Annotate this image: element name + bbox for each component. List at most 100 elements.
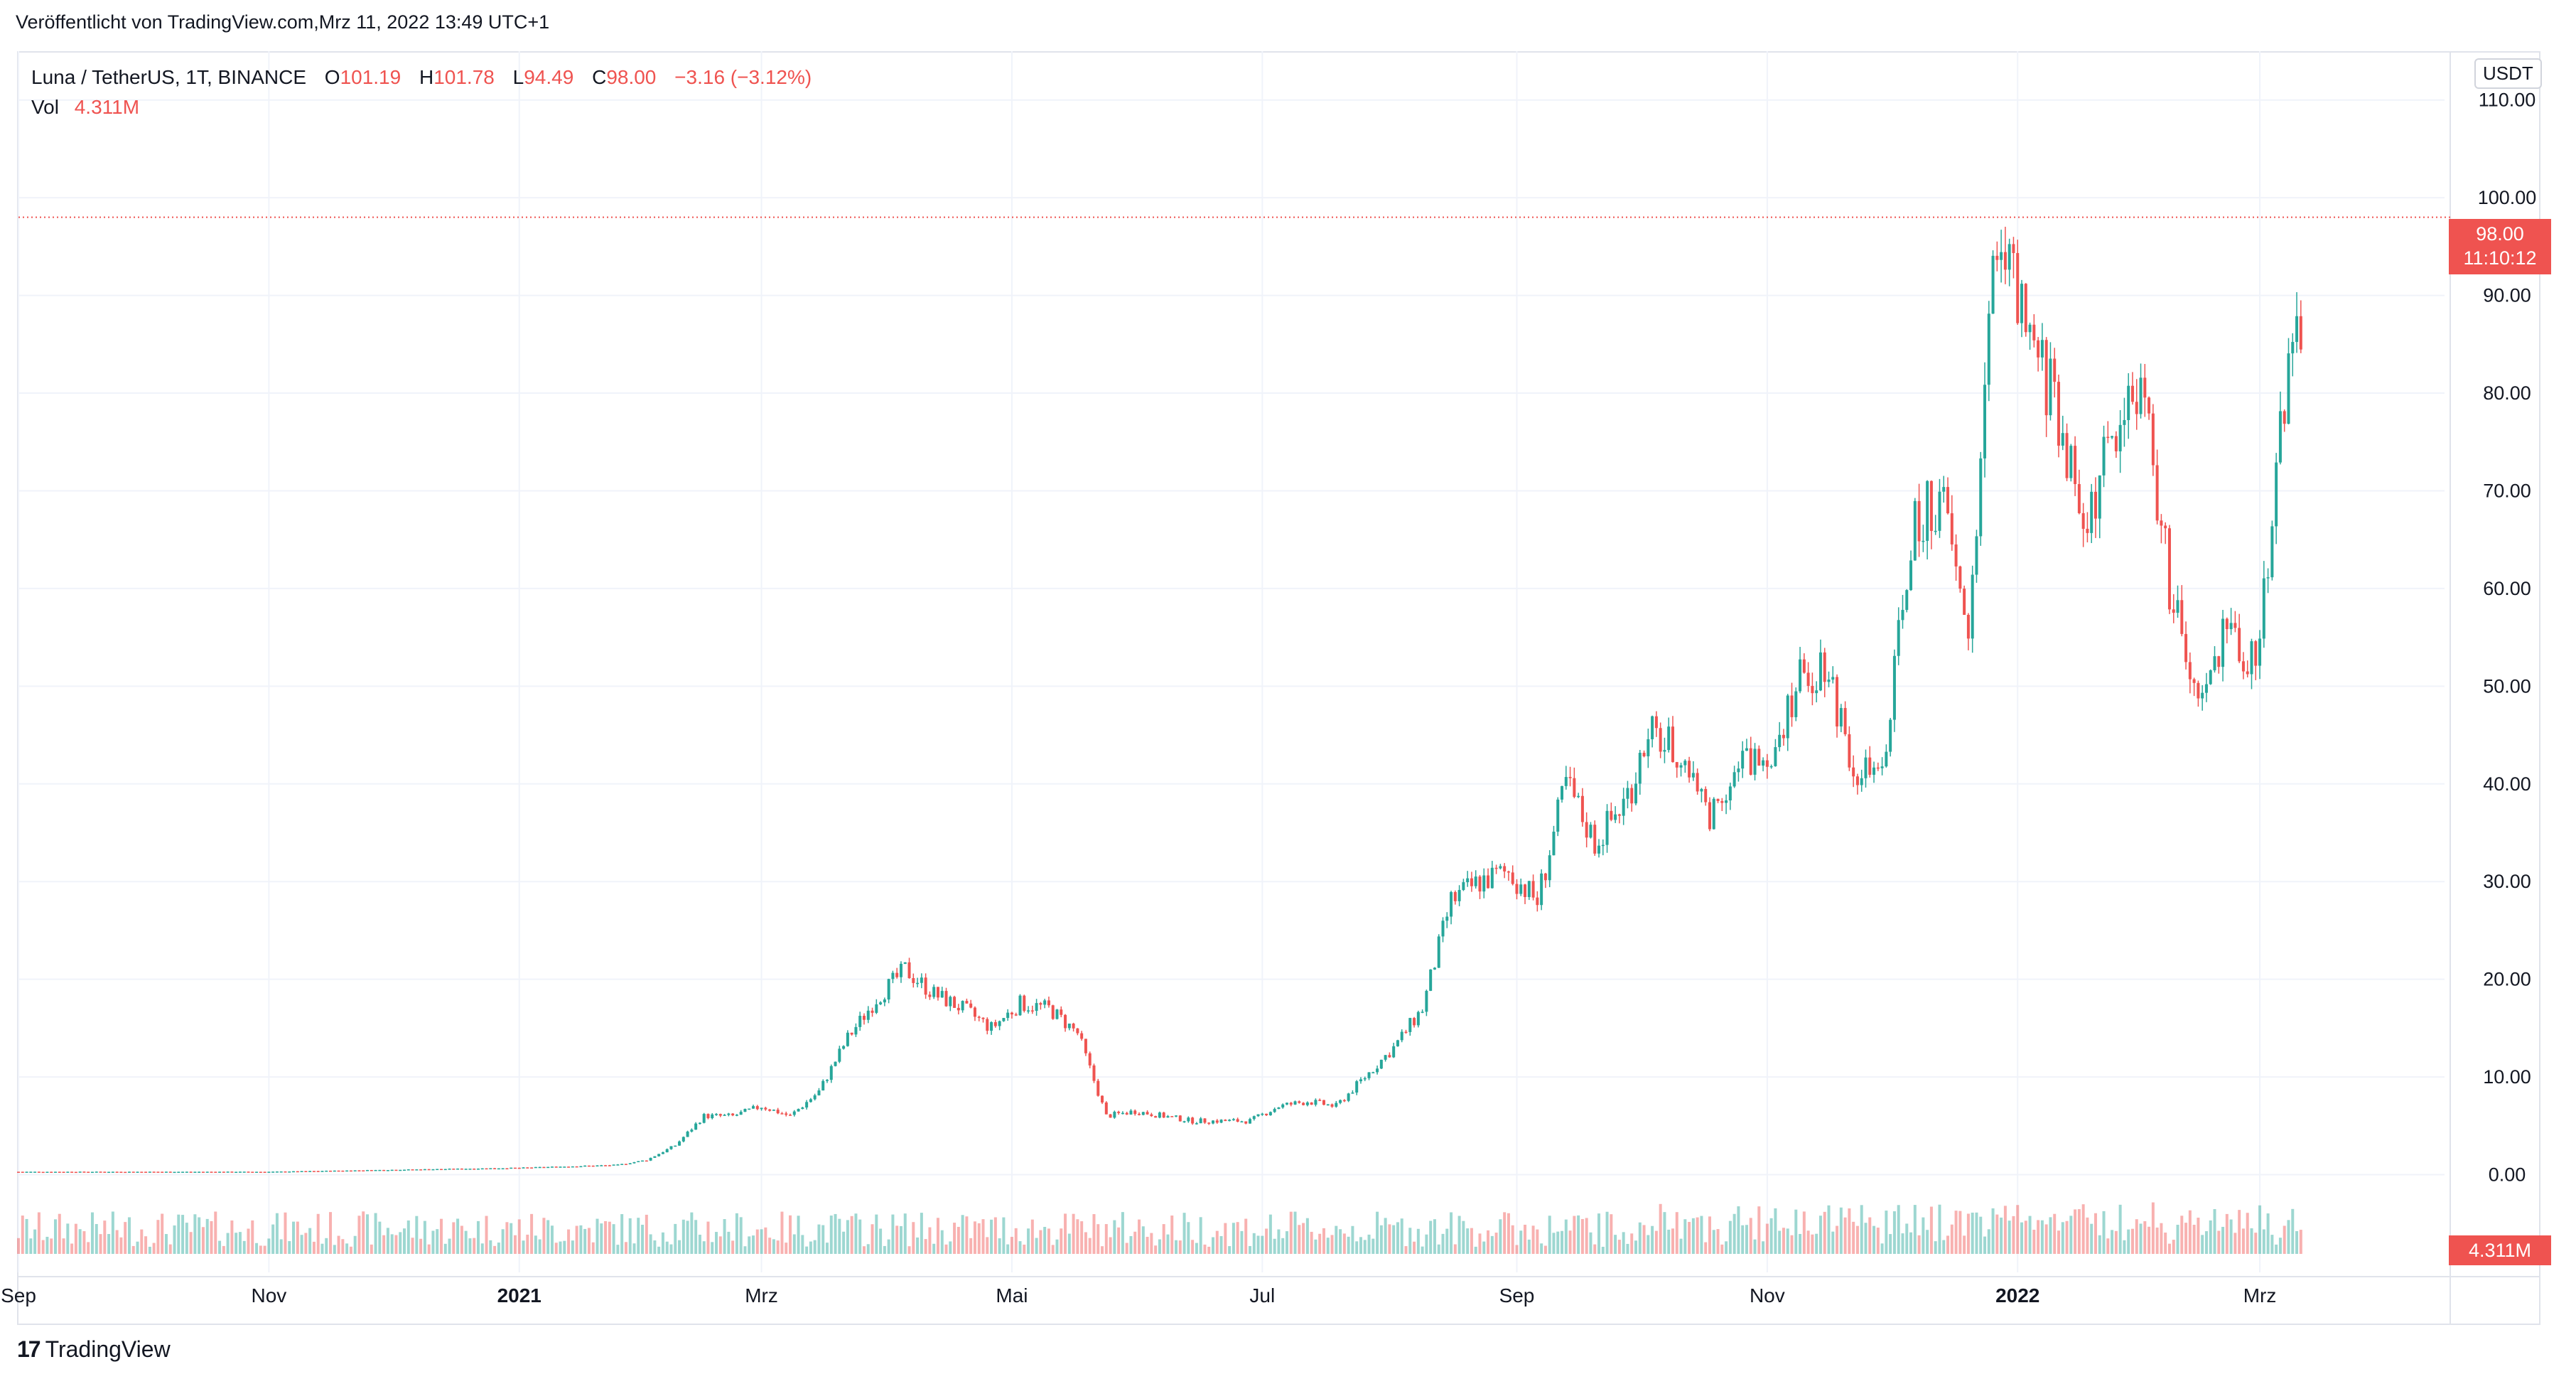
candle-body xyxy=(1774,747,1777,766)
candle-body xyxy=(1203,1118,1207,1123)
volume-bar xyxy=(907,1246,911,1254)
candle-body xyxy=(1872,767,1876,775)
volume-bar xyxy=(1133,1231,1137,1254)
candle-body xyxy=(1642,753,1646,756)
volume-bar xyxy=(1802,1211,1806,1254)
volume-bar xyxy=(115,1230,119,1254)
candle-body xyxy=(235,1171,238,1174)
candle-body xyxy=(1983,385,1987,458)
volume-bar xyxy=(1536,1229,1539,1254)
candle-body xyxy=(1815,690,1818,694)
candle-body xyxy=(177,1171,180,1173)
volume-bar xyxy=(1556,1231,1560,1254)
volume-bar xyxy=(325,1238,328,1254)
volume-bar xyxy=(1725,1241,1728,1254)
volume-bar xyxy=(1753,1239,1757,1254)
volume-bar xyxy=(107,1234,111,1254)
volume-bar xyxy=(858,1219,862,1254)
candle-body xyxy=(1691,773,1695,778)
candle-body xyxy=(973,1007,976,1017)
volume-bar xyxy=(1543,1245,1547,1254)
volume-bar xyxy=(37,1212,41,1254)
candle-body xyxy=(2250,641,2253,675)
volume-bar xyxy=(694,1220,698,1254)
volume-bar xyxy=(1922,1217,1925,1254)
candle-body xyxy=(1507,871,1510,873)
volume-bar xyxy=(1531,1225,1535,1254)
candle-body xyxy=(936,987,939,998)
volume-bar xyxy=(17,1238,20,1254)
candle-body xyxy=(1154,1116,1158,1118)
volume-bar xyxy=(119,1237,123,1254)
candle-body xyxy=(1010,1012,1013,1015)
volume-bar xyxy=(1104,1224,1108,1254)
candle-body xyxy=(1462,882,1465,891)
candle-body xyxy=(1671,726,1674,763)
candle-body xyxy=(2118,424,2122,451)
volume-bar xyxy=(1548,1216,1551,1254)
candle-body xyxy=(357,1170,361,1171)
candle-body xyxy=(2172,609,2175,613)
candle-body xyxy=(817,1090,821,1095)
volume-bar xyxy=(1273,1238,1276,1254)
candle-body xyxy=(1922,540,1925,542)
candle-body xyxy=(1146,1112,1149,1115)
volume-bar xyxy=(1634,1240,1637,1254)
candle-body xyxy=(953,997,956,1008)
volume-bar xyxy=(173,1225,176,1254)
candle-body xyxy=(883,999,886,1003)
volume-bar xyxy=(2111,1230,2114,1254)
volume-bar xyxy=(538,1239,541,1254)
volume-bar xyxy=(612,1224,615,1254)
candle-body xyxy=(2139,377,2143,414)
volume-bar xyxy=(1347,1236,1350,1254)
volume-bar xyxy=(817,1224,821,1254)
volume-bar xyxy=(415,1216,419,1254)
volume-bar xyxy=(436,1229,439,1254)
x-tick-label: Nov xyxy=(251,1284,286,1306)
candle-body xyxy=(1757,748,1761,766)
candle-body xyxy=(924,977,927,995)
low-label: L xyxy=(512,66,524,88)
symbol-name[interactable]: Luna / TetherUS, 1T, BINANCE xyxy=(31,66,306,88)
volume-bar xyxy=(378,1221,382,1254)
volume-bar xyxy=(1170,1216,1174,1254)
volume-bar xyxy=(563,1240,566,1254)
candle-body xyxy=(2114,436,2118,451)
candle-body xyxy=(1158,1112,1161,1118)
volume-bar xyxy=(1597,1213,1601,1254)
volume-bar xyxy=(460,1225,463,1254)
candle-body xyxy=(789,1115,792,1116)
volume-bar xyxy=(1762,1241,1765,1254)
volume-bar xyxy=(21,1216,24,1254)
candle-body xyxy=(1265,1113,1268,1115)
volume-bar xyxy=(2172,1240,2175,1254)
volume-bar xyxy=(1256,1235,1260,1254)
candle-body xyxy=(1762,760,1765,766)
brand-name: TradingView xyxy=(45,1336,171,1362)
candle-body xyxy=(1638,753,1642,784)
candle-body xyxy=(2032,324,2036,340)
volume-bar xyxy=(124,1222,127,1254)
volume-bar xyxy=(1573,1216,1576,1254)
tradingview-brand[interactable]: 17 TradingView xyxy=(17,1336,171,1363)
candle-body xyxy=(1573,778,1576,798)
volume-bar xyxy=(431,1230,435,1254)
candle-body xyxy=(168,1171,172,1173)
candle-body xyxy=(866,1010,870,1020)
candle-body xyxy=(1293,1101,1297,1105)
candle-body xyxy=(21,1171,24,1173)
price-unit-badge[interactable]: USDT xyxy=(2474,58,2542,89)
volume-bar xyxy=(1786,1228,1789,1254)
candle-body xyxy=(2069,446,2073,478)
volume-bar xyxy=(1971,1212,1974,1254)
candle-body xyxy=(591,1165,595,1167)
candle-body xyxy=(1885,751,1888,767)
candle-body xyxy=(1827,680,1831,682)
volume-bar xyxy=(1741,1225,1745,1254)
volume-bar xyxy=(33,1229,37,1254)
candle-body xyxy=(1060,1009,1063,1015)
candle-body xyxy=(1215,1120,1219,1123)
candle-body xyxy=(2127,385,2130,420)
